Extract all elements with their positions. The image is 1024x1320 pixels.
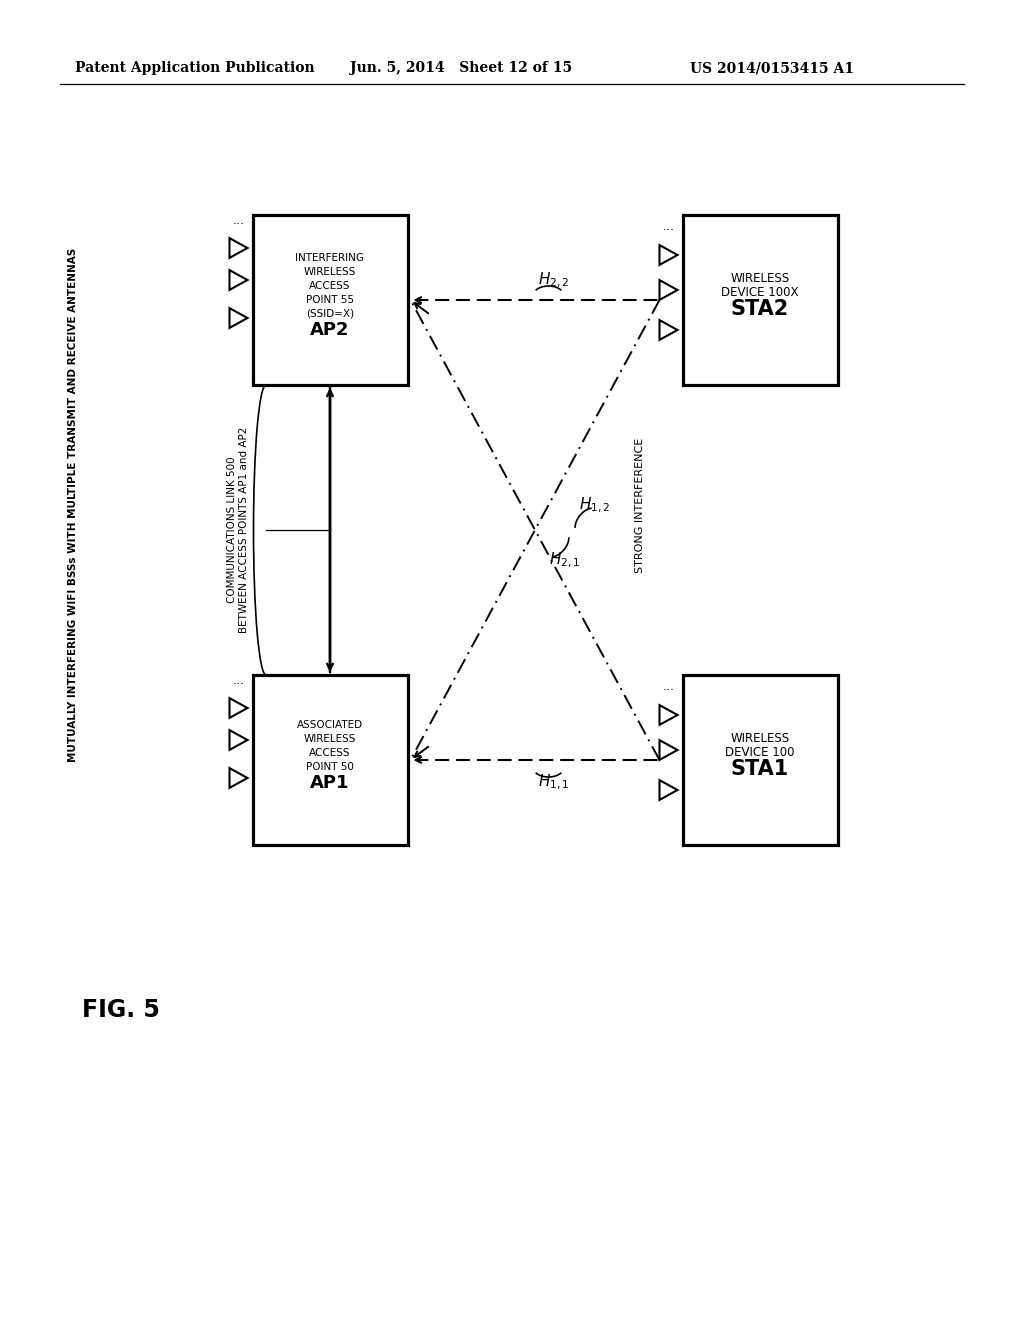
Text: POINT 50: POINT 50 — [306, 762, 354, 772]
Text: (SSID=X): (SSID=X) — [306, 309, 354, 319]
Bar — [253, 675, 408, 845]
Text: POINT 55: POINT 55 — [306, 294, 354, 305]
Text: Patent Application Publication: Patent Application Publication — [75, 61, 314, 75]
Text: $H_{2,1}$: $H_{2,1}$ — [549, 550, 581, 570]
Text: AP2: AP2 — [310, 321, 350, 339]
Text: DEVICE 100: DEVICE 100 — [725, 747, 795, 759]
Text: STA1: STA1 — [731, 759, 790, 779]
Text: WIRELESS: WIRELESS — [304, 734, 356, 744]
Text: STA2: STA2 — [731, 300, 790, 319]
Text: MUTUALLY INTERFERING WIFI BSSs WITH MULTIPLE TRANSMIT AND RECEIVE ANTENNAS: MUTUALLY INTERFERING WIFI BSSs WITH MULT… — [68, 248, 78, 762]
Text: STRONG INTERFERENCE: STRONG INTERFERENCE — [635, 437, 645, 573]
Text: ASSOCIATED: ASSOCIATED — [297, 719, 364, 730]
Text: FIG. 5: FIG. 5 — [82, 998, 160, 1022]
Text: WIRELESS: WIRELESS — [730, 272, 790, 285]
Text: INTERFERING: INTERFERING — [296, 253, 365, 263]
Text: ...: ... — [232, 673, 245, 686]
Text: AP1: AP1 — [310, 774, 350, 792]
Bar — [253, 215, 408, 385]
Text: ACCESS: ACCESS — [309, 281, 351, 290]
Text: ...: ... — [663, 220, 675, 234]
Text: WIRELESS: WIRELESS — [730, 733, 790, 746]
Text: $H_{2,2}$: $H_{2,2}$ — [538, 271, 569, 289]
Text: COMMUNICATIONS LINK 500
BETWEEN ACCESS POINTS AP1 and AP2: COMMUNICATIONS LINK 500 BETWEEN ACCESS P… — [227, 426, 249, 634]
Bar — [683, 675, 838, 845]
Text: Jun. 5, 2014   Sheet 12 of 15: Jun. 5, 2014 Sheet 12 of 15 — [350, 61, 572, 75]
Text: US 2014/0153415 A1: US 2014/0153415 A1 — [690, 61, 854, 75]
Text: $H_{1,2}$: $H_{1,2}$ — [580, 495, 610, 515]
Text: $H_{1,1}$: $H_{1,1}$ — [538, 772, 569, 792]
Text: DEVICE 100X: DEVICE 100X — [721, 286, 799, 300]
Bar — [683, 215, 838, 385]
Text: ACCESS: ACCESS — [309, 748, 351, 758]
Text: ...: ... — [232, 214, 245, 227]
Text: ...: ... — [663, 681, 675, 693]
Text: WIRELESS: WIRELESS — [304, 267, 356, 277]
